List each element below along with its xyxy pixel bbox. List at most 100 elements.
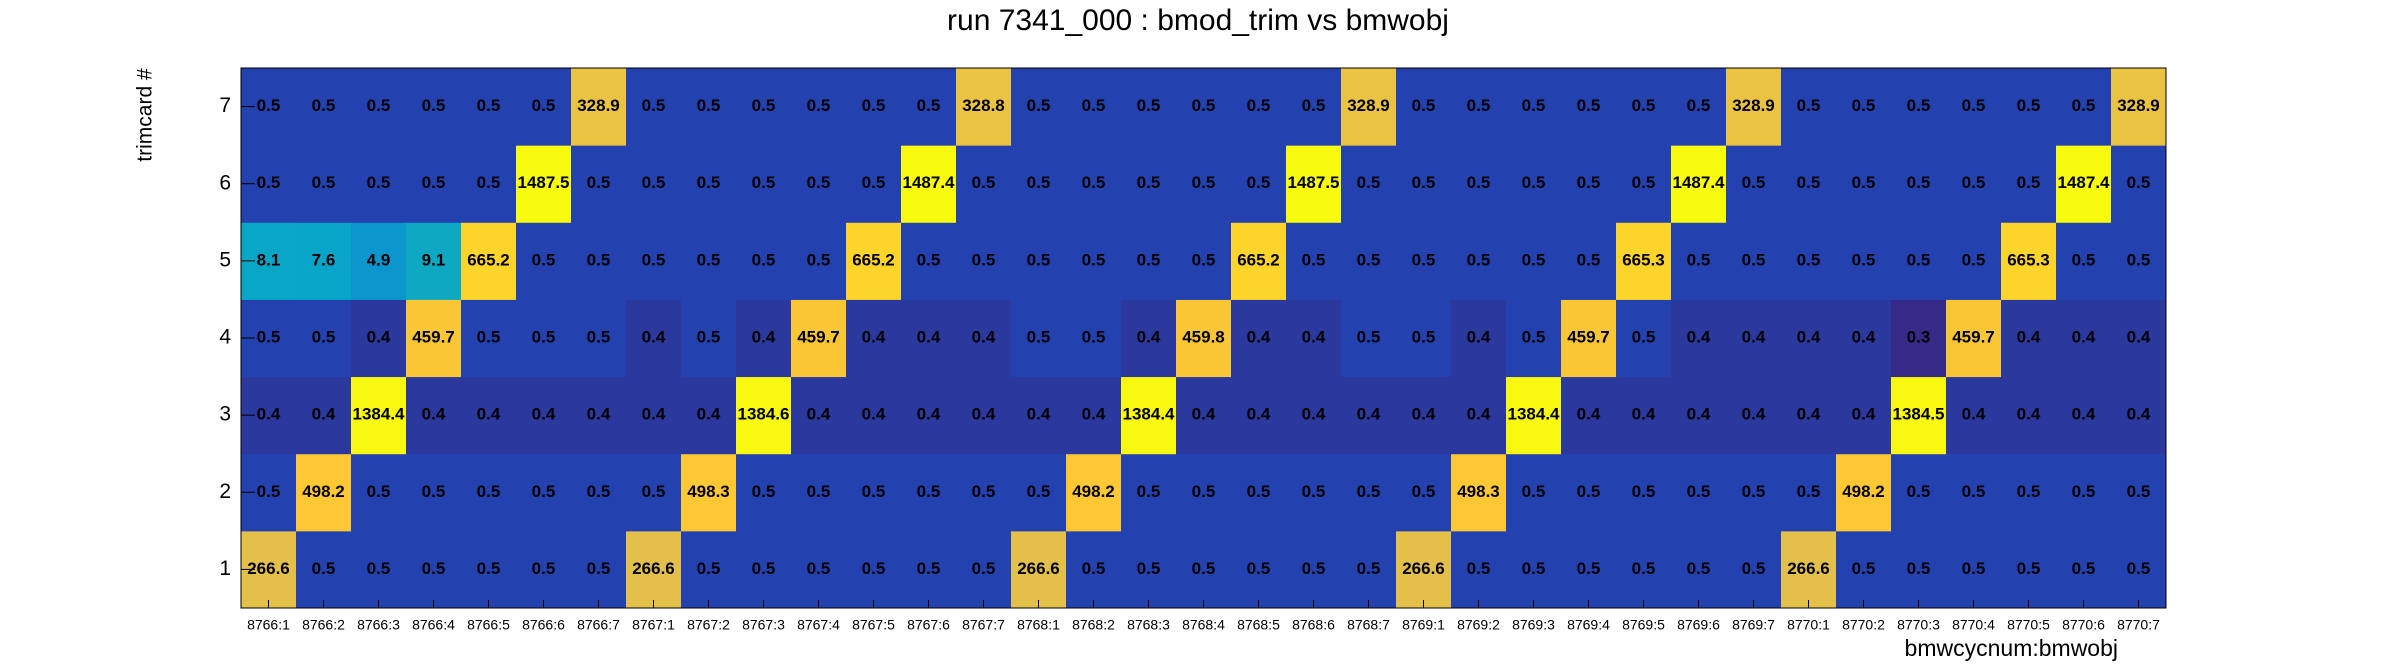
heatmap-cell — [351, 145, 407, 223]
heatmap-cell — [516, 68, 572, 146]
heatmap-cell — [846, 299, 902, 378]
cell-label: 0.5 — [532, 482, 556, 501]
cell-label: 498.3 — [687, 482, 730, 501]
cell-label: 0.4 — [1797, 327, 1821, 346]
heatmap-cell — [2001, 222, 2057, 300]
cell-label: 0.5 — [1082, 559, 1106, 578]
y-axis-title: trimcard # — [134, 68, 157, 162]
cell-label: 0.5 — [1137, 250, 1161, 269]
heatmap-cell — [1231, 68, 1287, 146]
cell-label: 0.5 — [1522, 559, 1546, 578]
heatmap-cell — [791, 453, 847, 532]
cell-label: 0.5 — [587, 173, 611, 192]
x-tick-label: 8767:7 — [962, 617, 1005, 633]
cell-label: 0.5 — [1467, 173, 1491, 192]
heatmap-cell — [846, 222, 902, 300]
x-tick-label: 8769:2 — [1457, 617, 1500, 633]
heatmap-cell — [1341, 68, 1397, 146]
cell-label: 0.5 — [752, 482, 776, 501]
heatmap-cell — [1121, 376, 1177, 455]
cell-label: 0.4 — [1302, 327, 1326, 346]
cell-label: 328.8 — [962, 96, 1005, 115]
cell-label: 0.5 — [2072, 482, 2096, 501]
heatmap-cell — [1616, 376, 1672, 455]
cell-label: 0.5 — [2127, 250, 2151, 269]
cell-label: 0.4 — [1247, 405, 1271, 424]
heatmap-cell — [1891, 68, 1947, 146]
cell-label: 0.4 — [2072, 405, 2096, 424]
cell-label: 0.5 — [2017, 482, 2041, 501]
cell-label: 0.5 — [477, 482, 501, 501]
cell-label: 0.4 — [1962, 405, 1986, 424]
cell-label: 0.5 — [367, 482, 391, 501]
cell-label: 0.5 — [1962, 250, 1986, 269]
y-tick-label: 3 — [219, 403, 231, 426]
heatmap-cell — [1066, 68, 1122, 146]
cell-label: 0.5 — [642, 250, 666, 269]
cell-label: 665.2 — [467, 250, 510, 269]
x-tick-label: 8769:6 — [1677, 617, 1720, 633]
cell-label: 0.5 — [1962, 96, 1986, 115]
heatmap-cell — [1121, 453, 1177, 532]
heatmap-cell — [1726, 530, 1782, 609]
heatmap-cell — [571, 299, 627, 378]
heatmap-cell — [736, 222, 792, 300]
heatmap-cell — [1286, 530, 1342, 609]
cell-label: 7.6 — [312, 250, 336, 269]
cell-label: 0.5 — [1247, 559, 1271, 578]
heatmap-cell — [956, 145, 1012, 223]
x-tick-label: 8770:4 — [1952, 617, 1995, 633]
x-tick-label: 8766:6 — [522, 617, 565, 633]
cell-label: 0.5 — [1797, 96, 1821, 115]
cell-label: 0.5 — [1687, 250, 1711, 269]
cell-label: 0.5 — [1357, 327, 1381, 346]
cell-label: 0.5 — [917, 482, 941, 501]
heatmap-cell — [626, 453, 682, 532]
cell-label: 0.5 — [1357, 482, 1381, 501]
cell-label: 0.5 — [1302, 250, 1326, 269]
x-tick-label: 8767:2 — [687, 617, 730, 633]
x-tick-label: 8767:3 — [742, 617, 785, 633]
heatmap-cell — [1066, 299, 1122, 378]
cell-label: 328.9 — [1347, 96, 1390, 115]
cell-label: 0.5 — [1742, 173, 1766, 192]
x-tick-label: 8768:3 — [1127, 617, 1170, 633]
heatmap-cell — [1286, 145, 1342, 223]
heatmap-cell — [736, 453, 792, 532]
cell-label: 0.5 — [1412, 250, 1436, 269]
cell-label: 0.5 — [1247, 482, 1271, 501]
cell-label: 0.5 — [1632, 173, 1656, 192]
cell-label: 0.5 — [917, 96, 941, 115]
heatmap-cell — [1561, 299, 1617, 378]
cell-label: 0.5 — [1907, 250, 1931, 269]
heatmap-cell — [846, 68, 902, 146]
heatmap-cell — [1836, 68, 1892, 146]
y-tick-label: 6 — [219, 171, 231, 194]
cell-label: 266.6 — [1787, 559, 1830, 578]
cell-label: 1487.4 — [2058, 173, 2111, 192]
heatmap-cell — [2056, 376, 2112, 455]
cell-label: 0.5 — [1247, 96, 1271, 115]
heatmap-cell — [956, 299, 1012, 378]
cell-label: 0.4 — [2017, 327, 2041, 346]
heatmap-cell — [1506, 376, 1562, 455]
cell-label: 0.5 — [257, 482, 281, 501]
cell-label: 1384.5 — [1893, 405, 1945, 424]
cell-label: 0.5 — [1522, 482, 1546, 501]
heatmap-cell — [846, 145, 902, 223]
cell-label: 0.5 — [587, 482, 611, 501]
cell-label: 1384.4 — [1508, 405, 1561, 424]
x-tick-label: 8768:5 — [1237, 617, 1280, 633]
cell-label: 0.5 — [2072, 250, 2096, 269]
cell-label: 266.6 — [1017, 559, 1060, 578]
cell-label: 0.5 — [2017, 96, 2041, 115]
heatmap-cell — [736, 299, 792, 378]
heatmap-cell — [1396, 299, 1452, 378]
cell-label: 0.5 — [642, 173, 666, 192]
heatmap-cell — [626, 299, 682, 378]
heatmap-cell — [1781, 376, 1837, 455]
heatmap-cell — [2111, 530, 2167, 609]
y-tick-label: 1 — [219, 557, 231, 580]
heatmap-cell — [1946, 145, 2002, 223]
heatmap-cell — [1341, 299, 1397, 378]
